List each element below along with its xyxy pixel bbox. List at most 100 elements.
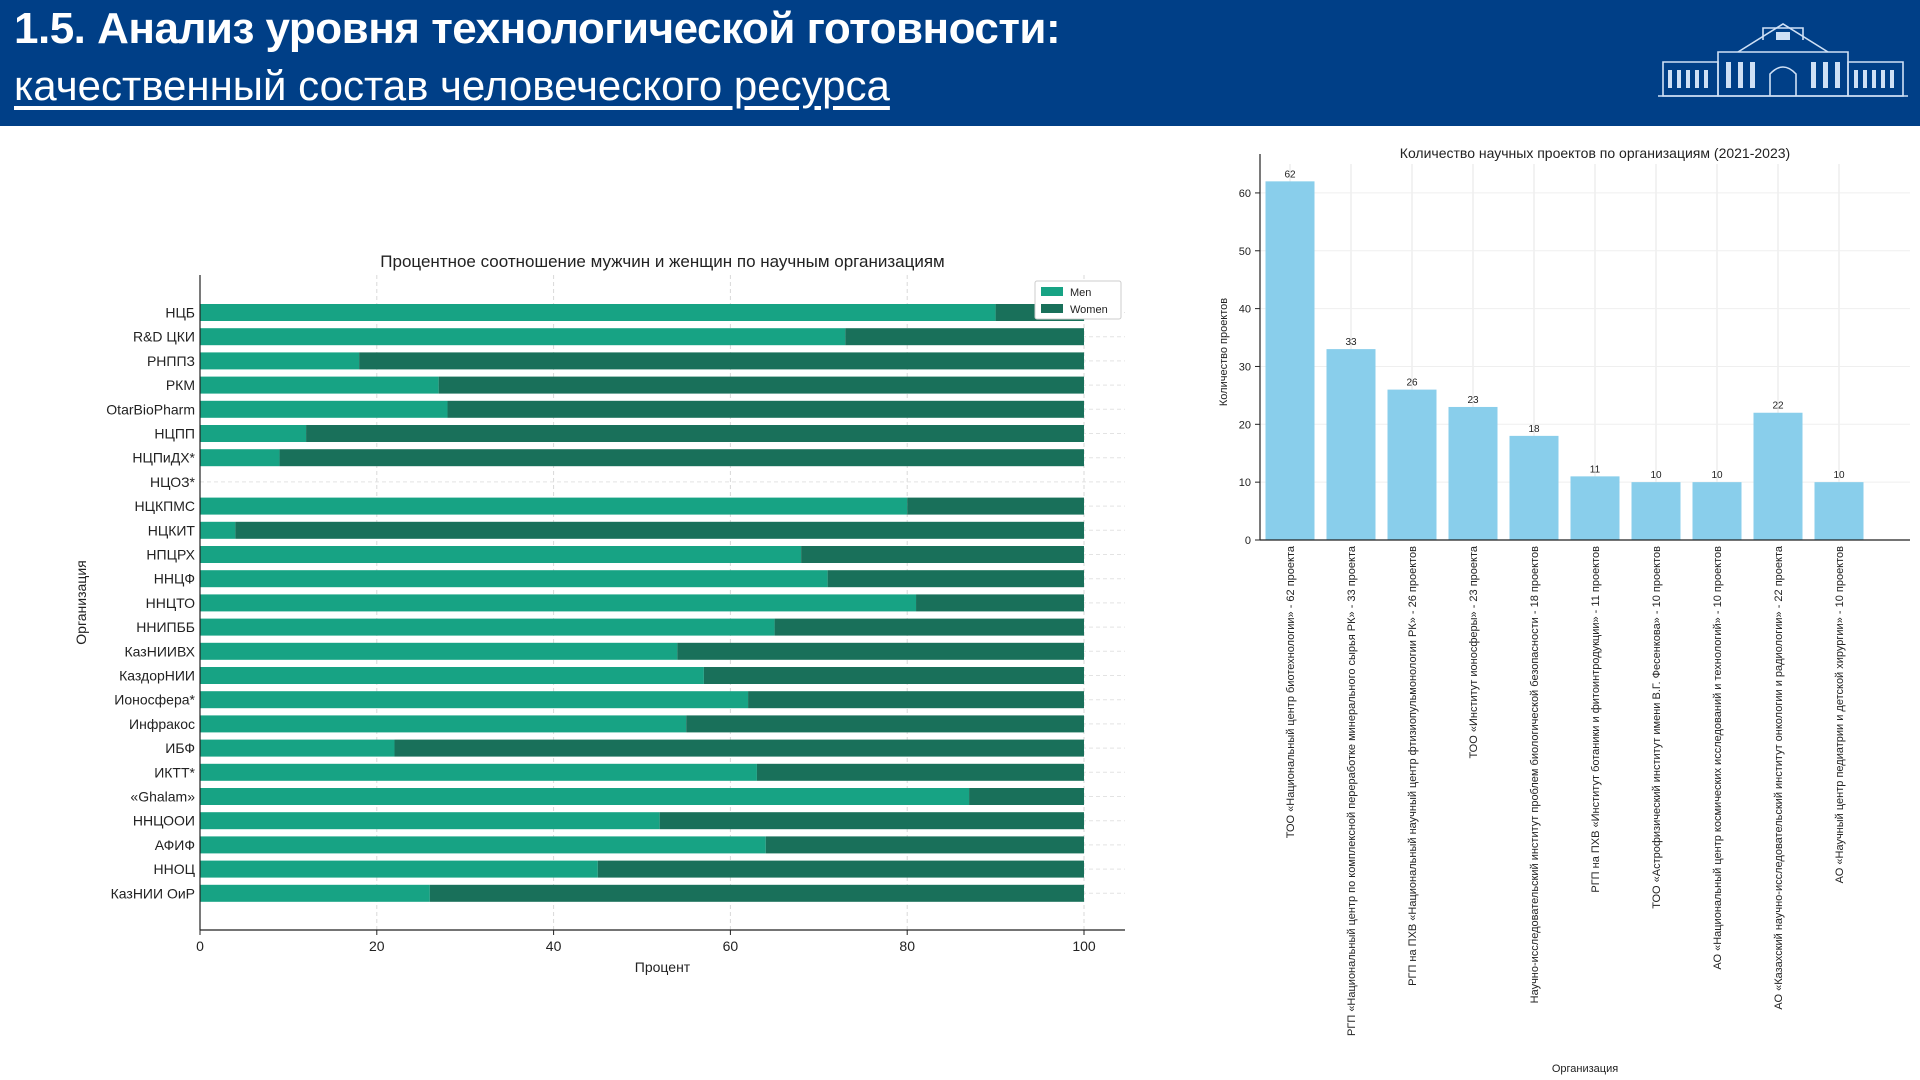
gender-ratio-chart: НЦБ R&D ЦКИ РНППЗ РКМ OtarBioPharm НЦПП НЦПиДХ…: [73, 252, 1125, 975]
bar: [1631, 482, 1681, 540]
category-label: НЦКИТ: [148, 522, 196, 538]
category-label: ННЦООИ: [133, 813, 195, 829]
bar-women: [429, 884, 1085, 902]
y-tick-label: 30: [1239, 361, 1251, 373]
category-label: ИБФ: [165, 740, 195, 756]
legend-swatch-men: [1041, 287, 1063, 296]
building-logo-icon: [1658, 23, 1908, 97]
bar-women: [597, 860, 1084, 878]
bar-men: [200, 860, 598, 878]
bar: [1814, 482, 1864, 540]
bar-men: [200, 691, 749, 709]
bar-women: [438, 376, 1084, 394]
x-tick-label: 0: [196, 938, 204, 954]
bar-men: [200, 642, 678, 660]
bar-men: [200, 497, 908, 515]
bar: [1753, 412, 1803, 540]
x-tick-label: 40: [546, 938, 562, 954]
category-label: РКМ: [166, 377, 195, 393]
category-label: РГП на ПХВ «Институт ботаники и фитоинтр…: [1590, 546, 1602, 893]
bar-men: [200, 594, 917, 612]
data-label: 10: [1711, 470, 1723, 481]
legend-swatch-women: [1041, 304, 1063, 313]
y-tick-label: 20: [1239, 419, 1251, 431]
category-label: АФИФ: [155, 837, 195, 853]
category-label: КазНИИВХ: [125, 643, 196, 659]
x-tick-label: 60: [723, 938, 739, 954]
bar-women: [677, 642, 1084, 660]
category-label: «Ghalam»: [130, 789, 195, 805]
bar-men: [200, 788, 970, 805]
data-label: 22: [1772, 401, 1784, 412]
bar-women: [359, 352, 1084, 370]
bar: [1265, 181, 1315, 540]
y-axis-label: Организация: [73, 560, 89, 644]
bar-women: [235, 521, 1085, 539]
bar-women: [306, 425, 1084, 442]
data-label: 33: [1345, 337, 1357, 348]
bar-women: [801, 546, 1084, 563]
bar: [1387, 389, 1437, 540]
category-label: ННЦТО: [146, 595, 196, 611]
category-label: РНППЗ: [147, 353, 195, 369]
category-label: ТОО «Национальный центр биотехнологии» -…: [1285, 545, 1297, 838]
category-label: НЦПП: [154, 426, 195, 442]
legend-label-men: Men: [1070, 287, 1091, 299]
slide-title: 1.5. Анализ уровня технологической готов…: [14, 4, 1061, 53]
x-tick-label: 20: [369, 938, 385, 954]
category-label: НЦБ: [165, 305, 195, 321]
category-label: НПЦРХ: [146, 547, 195, 563]
bar-men: [200, 667, 704, 684]
bar-men: [200, 884, 430, 902]
category-label: ННЦФ: [154, 571, 195, 587]
slide-header: 1.5. Анализ уровня технологической готов…: [0, 0, 1920, 126]
legend-label-women: Women: [1070, 304, 1108, 316]
bar-men: [200, 400, 448, 418]
category-label: ТОО «Институт ионосферы» - 23 проекта: [1468, 545, 1480, 758]
category-label: НЦОЗ*: [150, 474, 196, 490]
bar-women: [916, 594, 1084, 612]
y-axis-label: Количество проектов: [1218, 298, 1230, 406]
category-label: ИКТТ*: [154, 764, 195, 780]
y-tick-label: 50: [1239, 246, 1251, 258]
bar: [1326, 349, 1376, 540]
bar-women: [748, 691, 1084, 709]
bar-women: [774, 618, 1084, 636]
category-label: Научно-исследовательский институт пробле…: [1529, 546, 1541, 1004]
data-label: 10: [1833, 470, 1845, 481]
bar-men: [200, 546, 802, 563]
category-label: R&D ЦКИ: [133, 329, 195, 345]
bar-men: [200, 328, 846, 346]
bar-women: [969, 788, 1084, 805]
category-label: РГП «Национальный центр по комплексной п…: [1346, 545, 1358, 1036]
y-tick-label: 60: [1239, 188, 1251, 200]
category-label: КаздорНИИ: [119, 668, 195, 684]
data-label: 11: [1590, 464, 1601, 475]
x-tick-label: 80: [899, 938, 915, 954]
bar-women: [756, 763, 1084, 781]
slide-subtitle: качественный состав человеческого ресурс…: [14, 62, 890, 109]
bar-men: [200, 812, 660, 830]
x-axis-label: Процент: [635, 959, 691, 975]
bar-men: [200, 521, 236, 539]
bar-women: [907, 497, 1084, 515]
chart-title: Количество научных проектов по организац…: [1400, 145, 1790, 161]
bar-men: [200, 715, 687, 733]
bar-men: [200, 304, 996, 321]
bar-women: [394, 739, 1085, 757]
bar: [1509, 435, 1559, 540]
chart-title: Процентное соотношение мужчин и женщин п…: [380, 252, 944, 271]
bar-women: [447, 400, 1084, 418]
data-label: 23: [1467, 395, 1479, 406]
category-label: ТОО «Астрофизический институт имени В.Г.…: [1651, 546, 1663, 909]
category-label: АО «Казахский научно-исследовательский и…: [1773, 545, 1785, 1009]
y-tick-label: 0: [1245, 535, 1251, 547]
bar-women: [827, 570, 1084, 588]
category-label: Ионосфера*: [114, 692, 195, 708]
category-label: РГП на ПХВ «Национальный научный центр ф…: [1407, 546, 1419, 986]
x-axis-label: Организация: [1552, 1063, 1618, 1075]
category-label: АО «Научный центр педиатрии и детской хи…: [1834, 546, 1846, 883]
bar: [1570, 476, 1620, 540]
bar-women: [686, 715, 1084, 733]
category-label: КазНИИ ОиР: [111, 885, 195, 901]
